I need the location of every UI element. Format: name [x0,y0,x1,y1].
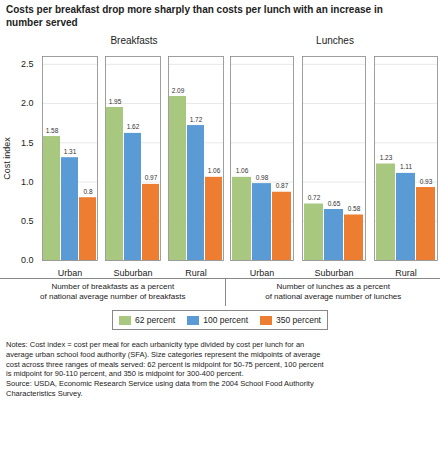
svg-text:0.72: 0.72 [308,194,321,201]
html-text:Notes: Cost index = cost per m: Notes: Cost index = cost per meal for ea… [6,340,324,398]
svg-text:0.8: 0.8 [83,188,92,195]
svg-text:Urban: Urban [250,268,275,278]
html-text:Number of breakfasts as a perc: Number of breakfasts as a percent of nat… [40,282,186,301]
svg-text:Suburban: Suburban [113,268,152,278]
svg-text:1.23: 1.23 [380,154,393,161]
svg-text:Suburban: Suburban [314,268,353,278]
svg-text:1.0: 1.0 [21,177,34,187]
svg-text:0.65: 0.65 [328,200,341,207]
svg-text:0.58: 0.58 [348,205,361,212]
svg-text:1.62: 1.62 [127,123,140,130]
svg-text:1.95: 1.95 [109,98,122,105]
html-text:Breakfasts: Breakfasts [110,35,158,46]
svg-text:1.5: 1.5 [21,138,34,148]
svg-text:0.5: 0.5 [21,216,34,226]
svg-text:Cost index: Cost index [2,137,12,180]
svg-text:1.31: 1.31 [64,148,77,155]
html-text:62 percent: 62 percent [135,315,176,325]
svg-text:0.0: 0.0 [21,255,34,265]
svg-text:2.5: 2.5 [21,59,34,69]
svg-text:Urban: Urban [58,268,83,278]
svg-text:Rural: Rural [185,268,207,278]
svg-text:2.0: 2.0 [21,98,34,108]
svg-text:0.98: 0.98 [256,174,269,181]
html-text:100 percent: 100 percent [203,315,249,325]
svg-text:2.09: 2.09 [172,87,185,94]
svg-text:Rural: Rural [395,268,417,278]
html-text:Costs per breakfast drop more: Costs per breakfast drop more sharply th… [6,4,383,28]
svg-text:1.11: 1.11 [400,163,413,170]
svg-text:1.72: 1.72 [190,116,203,123]
svg-text:0.87: 0.87 [276,182,289,189]
svg-text:1.06: 1.06 [208,167,221,174]
svg-text:1.06: 1.06 [236,167,249,174]
svg-text:0.97: 0.97 [145,174,158,181]
svg-text:1.58: 1.58 [46,127,59,134]
html-text:350 percent: 350 percent [276,315,321,325]
svg-text:0.93: 0.93 [420,178,433,185]
html-text:Number of lunches as a percent: Number of lunches as a percent of nation… [265,282,402,301]
html-text:Lunches: Lunches [316,35,354,46]
